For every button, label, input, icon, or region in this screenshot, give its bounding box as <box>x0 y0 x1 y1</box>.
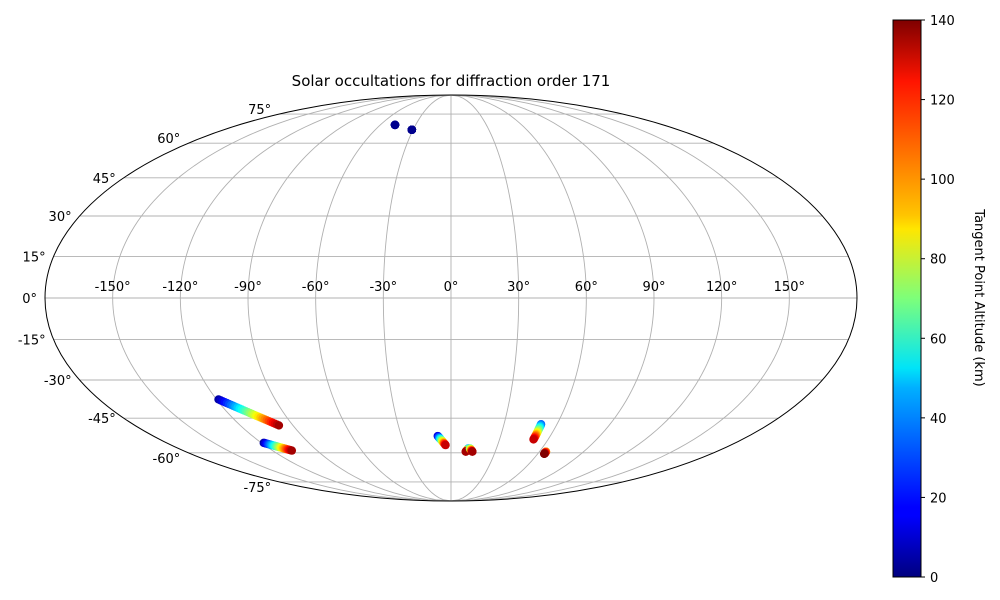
occultation-track <box>529 420 546 444</box>
occultation-track <box>465 444 477 456</box>
longitude-tick-label: -90° <box>234 280 262 295</box>
map-boundary <box>44 94 858 502</box>
latitude-tick-label: -30° <box>44 374 72 389</box>
occultation-track <box>214 395 284 430</box>
latitude-tick-label: 45° <box>93 172 116 187</box>
longitude-tick-label: -120° <box>162 280 198 295</box>
latitude-tick-label: -60° <box>153 452 181 467</box>
colorbar-tick-label: 0 <box>930 571 938 586</box>
occultation-track <box>407 125 417 134</box>
longitude-tick-label: -30° <box>369 280 397 295</box>
colorbar-tick-label: 140 <box>930 14 955 29</box>
latitude-tick-label: 60° <box>157 132 180 147</box>
chart-title: Solar occultations for diffraction order… <box>292 72 611 90</box>
longitude-tick-label: -60° <box>302 280 330 295</box>
longitude-tick-label: 90° <box>642 280 665 295</box>
longitude-tick-labels: -150° -120° -90° -60° -30° 0° 30° 60° 90° 120° 150… <box>95 280 805 295</box>
latitude-tick-label: 15° <box>23 250 46 265</box>
latitude-tick-label: 75° <box>248 103 271 118</box>
colorbar-label: Tangent Point Altitude (km) <box>971 208 986 386</box>
colorbar-ticks: 0 20 40 60 80 100 120 140 <box>921 14 955 586</box>
longitude-tick-label: 0° <box>444 280 459 295</box>
latitude-tick-label: 30° <box>49 210 72 225</box>
track-point <box>390 120 400 130</box>
colorbar-tick-label: 40 <box>930 412 947 427</box>
latitude-tick-labels: 75° 60° 45° 30° 15° 0° -15° -30° -45° -60° -75° <box>18 103 271 496</box>
latitude-tick-label: -15° <box>18 334 46 349</box>
colorbar-tick-label: 20 <box>930 491 947 506</box>
colorbar-gradient <box>892 19 922 578</box>
colorbar-tick-label: 120 <box>930 94 955 109</box>
track-point <box>274 421 284 430</box>
latitude-tick-label: 0° <box>22 292 37 307</box>
occultation-tracks <box>214 120 551 459</box>
occultation-track <box>540 447 551 459</box>
longitude-tick-label: 60° <box>575 280 598 295</box>
latitude-tick-label: -75° <box>243 481 271 496</box>
colorbar-tick-label: 100 <box>930 173 955 188</box>
longitude-tick-label: 150° <box>774 280 805 295</box>
latitude-tick-label: -45° <box>88 412 116 427</box>
track-point <box>540 449 549 459</box>
colorbar-tick-label: 60 <box>930 332 947 347</box>
colorbar-tick-label: 80 <box>930 253 947 268</box>
occultation-track <box>259 438 297 455</box>
track-point <box>407 125 417 134</box>
longitude-tick-label: 30° <box>507 280 530 295</box>
track-point <box>287 446 297 455</box>
longitude-tick-label: -150° <box>95 280 131 295</box>
track-point <box>468 447 477 456</box>
longitude-tick-label: 120° <box>706 280 737 295</box>
track-point <box>529 435 538 444</box>
occultation-track <box>433 431 450 450</box>
colorbar: 0 20 40 60 80 100 120 140 Tangent Point Altitud… <box>892 14 986 586</box>
graticule-grid <box>45 95 857 501</box>
occultation-track <box>390 120 400 130</box>
track-point <box>441 440 450 450</box>
